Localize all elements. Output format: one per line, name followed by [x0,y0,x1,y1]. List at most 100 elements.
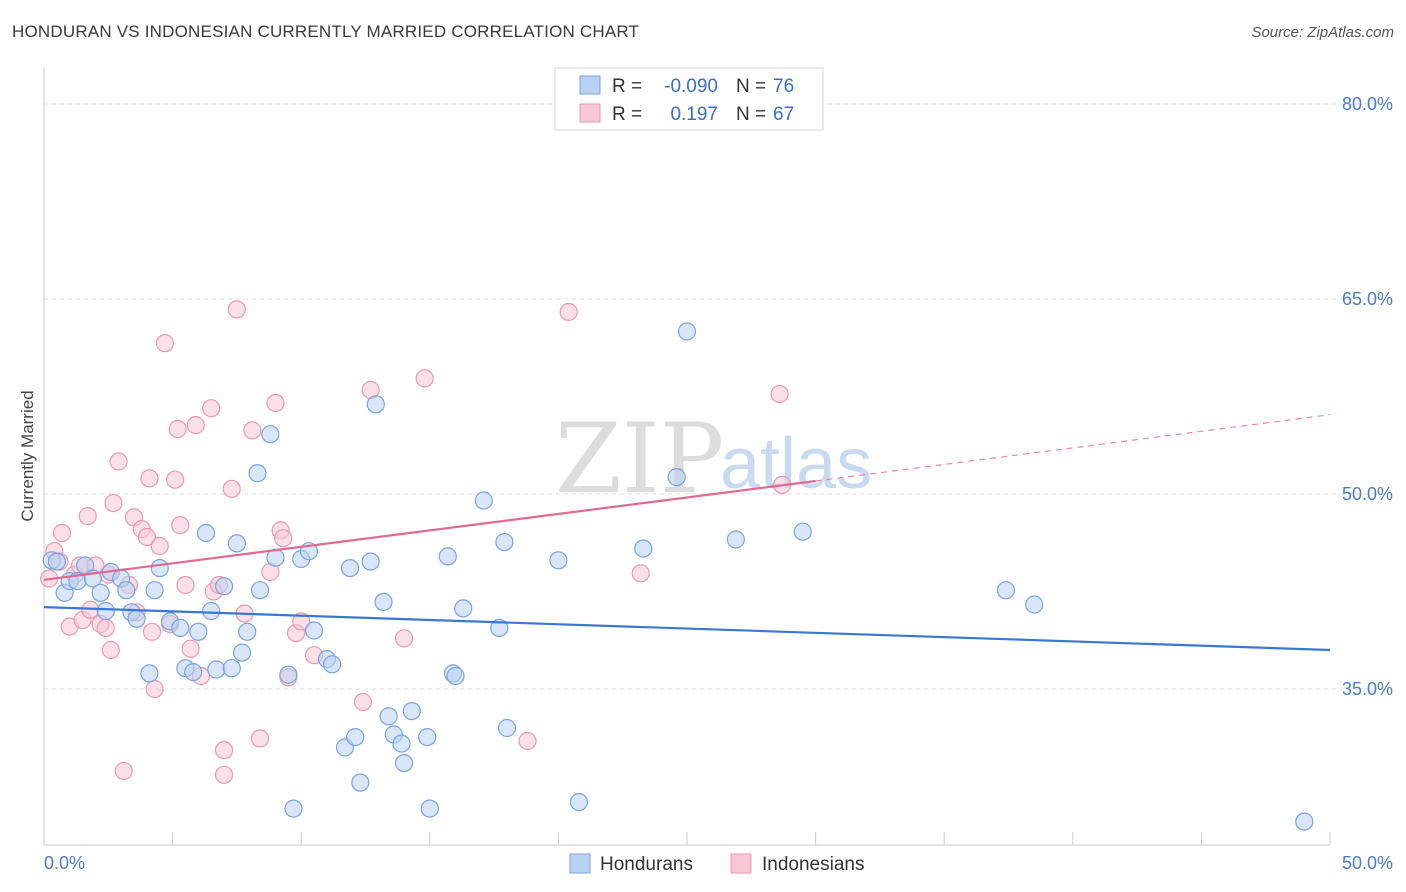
legend-label-hondurans: Hondurans [600,854,693,875]
legend-swatch-indonesians [730,853,752,874]
point-hondurans [474,491,493,510]
watermark-zip: ZIP [555,403,724,515]
point-indonesians [214,765,234,784]
point-hondurans [1025,595,1044,614]
point-hondurans [361,552,380,571]
y-tick-label: 65.0% [1342,289,1393,309]
watermark-atlas: atlas [720,424,872,504]
trend-lines [43,414,1331,652]
stats-n-value-indonesians: 67 [773,104,794,125]
point-hondurans [202,601,221,621]
point-indonesians [78,506,97,526]
point-indonesians [266,393,285,413]
point-indonesians [394,629,414,648]
legend-swatch-hondurans [569,853,591,874]
stats-r-label-hondurans: R = [612,76,642,97]
point-hondurans [446,666,465,686]
x-axis-ticks [172,832,1331,845]
point-indonesians [353,692,373,712]
point-hondurans [227,534,246,553]
point-hondurans [232,643,252,662]
point-indonesians [186,416,205,435]
stats-n-label-indonesians: N = [736,104,766,125]
point-hondurans [374,592,393,612]
point-hondurans [726,530,745,549]
point-indonesians [96,618,115,638]
point-hondurans [418,727,437,747]
point-indonesians [770,384,789,403]
point-indonesians [52,523,72,543]
point-hondurans [279,665,298,684]
point-hondurans [394,753,414,773]
point-indonesians [155,334,174,353]
point-hondurans [996,581,1016,600]
point-hondurans [248,464,267,483]
chart-title: HONDURAN VS INDONESIAN CURRENTLY MARRIED… [12,22,640,41]
point-hondurans [634,539,653,558]
point-hondurans [171,618,190,638]
legend-label-indonesians: Indonesians [762,854,864,875]
point-indonesians [150,536,169,556]
y-axis-label: Currently Married [18,390,37,521]
point-indonesians [227,300,246,319]
point-indonesians [631,564,650,583]
point-indonesians [415,369,434,388]
point-hondurans [793,522,812,541]
x-tick-label-min: 0.0% [44,853,85,873]
point-hondurans [207,660,226,679]
series-hondurans-points [42,322,1314,831]
stats-r-value-indonesians: 0.197 [670,104,718,125]
point-indonesians [145,679,164,699]
point-hondurans [490,618,509,638]
point-indonesians [140,469,159,488]
stats-r-label-indonesians: R = [612,104,642,125]
point-indonesians [166,470,185,489]
point-indonesians [274,529,293,548]
point-hondurans [189,622,208,641]
point-hondurans [127,609,146,628]
point-hondurans [677,322,697,341]
point-hondurans [304,621,324,640]
point-hondurans [351,773,370,792]
stats-swatch-indonesians [579,103,601,123]
point-indonesians [243,421,262,440]
point-indonesians [142,622,162,641]
trend-line-extension-indonesians [815,414,1331,482]
stats-r-value-hondurans: -0.090 [664,76,718,97]
point-indonesians [222,479,241,498]
point-indonesians [176,575,195,595]
point-hondurans [196,523,216,543]
y-tick-label: 35.0% [1342,679,1393,699]
y-tick-labels: 35.0% 50.0% 65.0% 80.0% [1342,94,1393,699]
point-hondurans [340,558,360,578]
stats-box: R = -0.090 N = 76 R = 0.197 N = 67 [554,67,824,131]
point-indonesians [109,452,128,471]
point-hondurans [392,734,411,753]
point-indonesians [114,761,133,781]
point-hondurans [91,583,110,602]
point-hondurans [117,581,136,600]
point-hondurans [438,547,457,566]
point-indonesians [101,640,120,660]
point-hondurans [495,532,514,552]
point-hondurans [261,425,280,444]
point-hondurans [150,558,169,578]
point-hondurans [420,799,439,818]
point-indonesians [214,740,234,760]
point-indonesians [559,302,578,322]
point-indonesians [137,527,156,547]
point-hondurans [497,718,517,738]
point-hondurans [284,799,303,818]
point-hondurans [366,395,385,414]
point-hondurans [140,664,159,683]
point-hondurans [96,601,115,621]
point-indonesians [292,612,311,631]
point-hondurans [222,659,241,678]
point-hondurans [184,662,203,682]
trend-line-indonesians [43,479,816,581]
point-hondurans [1295,812,1314,831]
x-tick-label-max: 50.0% [1342,853,1393,873]
point-hondurans [47,552,66,571]
point-hondurans [402,701,421,721]
